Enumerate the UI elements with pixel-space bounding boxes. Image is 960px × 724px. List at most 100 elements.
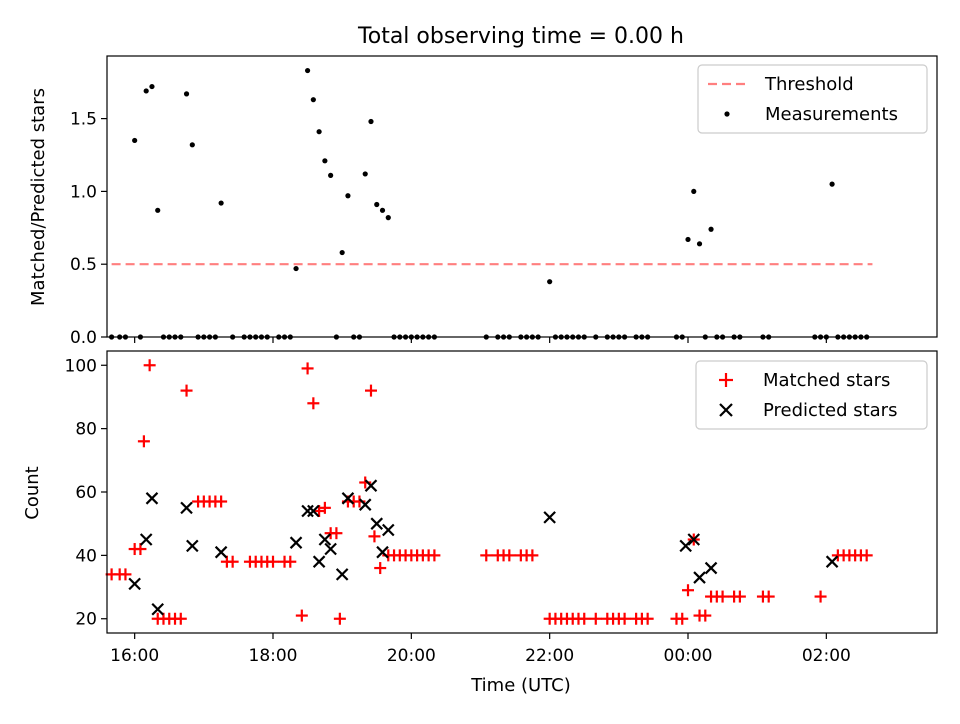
top-panel-frame: [106, 55, 938, 338]
measurement-point: [708, 226, 714, 232]
top-y-tick-label: 1.0: [70, 182, 97, 202]
matched-star-marker: [860, 549, 873, 562]
legend-predicted-label: Predicted stars: [763, 400, 897, 421]
predicted-star-marker: [145, 492, 159, 505]
measurement-point: [696, 241, 703, 247]
matched-star-marker: [589, 612, 602, 625]
matched-star-marker: [526, 549, 539, 562]
bottom-y-tick-label: 80: [75, 420, 97, 440]
predicted-star-marker: [370, 517, 384, 530]
matched-star-marker: [307, 397, 320, 410]
measurement-point: [547, 279, 553, 285]
measurement-point: [368, 118, 374, 125]
measurement-point: [183, 91, 190, 97]
measurement-point: [310, 97, 316, 103]
measurement-point: [155, 207, 161, 213]
matched-star-marker: [174, 612, 187, 625]
legend-measurements-swatch: [724, 111, 730, 117]
matched-star-marker: [641, 612, 654, 625]
measurement-point: [829, 181, 835, 187]
predicted-star-marker: [139, 533, 153, 546]
x-tick-label: 00:00: [664, 646, 713, 666]
measurement-point: [304, 67, 311, 74]
predicted-star-marker: [543, 511, 556, 524]
predicted-star-marker: [358, 498, 372, 511]
x-tick-label: 16:00: [110, 646, 159, 666]
legend-measurements-label: Measurements: [765, 104, 898, 125]
matched-star-marker: [318, 501, 331, 514]
predicted-star-marker: [214, 545, 228, 559]
predicted-star-marker: [335, 568, 349, 581]
matched-star-marker: [134, 543, 147, 556]
predicted-star-marker: [376, 545, 389, 559]
matched-star-marker: [762, 590, 775, 603]
predicted-star-marker: [381, 523, 395, 537]
measurement-point: [339, 249, 345, 256]
predicted-star-marker: [687, 533, 701, 546]
matched-star-marker: [733, 590, 746, 603]
matched-star-marker: [578, 612, 591, 625]
bottom-y-tick-label: 60: [75, 483, 97, 503]
matched-star-marker: [682, 584, 694, 597]
predicted-star-marker: [301, 504, 314, 518]
predicted-star-marker: [289, 536, 303, 549]
measurement-point: [322, 158, 328, 164]
matched-star-marker: [428, 549, 441, 562]
measurement-point: [149, 83, 155, 90]
matched-star-marker: [333, 612, 346, 625]
bottom-y-axis-label: Count: [22, 466, 43, 519]
matched-star-marker: [364, 384, 377, 397]
measurement-point: [218, 200, 224, 206]
matched-star-marker: [699, 609, 712, 622]
predicted-star-marker: [312, 555, 326, 568]
predicted-star-marker: [704, 561, 718, 575]
matched-star-marker: [368, 530, 381, 543]
predicted-star-marker: [151, 602, 165, 616]
predicted-star-marker: [364, 479, 378, 492]
predicted-star-marker: [324, 542, 337, 556]
matched-star-marker: [301, 362, 314, 375]
measurement-point: [316, 129, 322, 135]
x-tick-label: 02:00: [802, 646, 851, 666]
bottom-panel: 20 40 60 80 100 16:00 18:00 20:00 22:00 00:00 02:…: [22, 350, 938, 696]
matched-star-marker: [295, 609, 308, 622]
matched-star-marker: [676, 612, 689, 625]
matched-star-marker: [215, 495, 228, 508]
x-axis-label: Time (UTC): [470, 675, 571, 696]
matched-star-marker: [480, 549, 493, 562]
predicted-star-marker: [180, 501, 193, 515]
predicted-star-marker: [128, 577, 141, 591]
matched-star-marker: [814, 590, 827, 603]
measurement-point: [379, 207, 386, 213]
predicted-star-marker: [341, 492, 355, 505]
measurement-point: [691, 188, 697, 195]
matched-star-marker: [503, 549, 516, 562]
predicted-star-marker: [318, 533, 332, 546]
matched-star-marker: [330, 527, 343, 540]
legend-threshold-label: Threshold: [764, 74, 854, 95]
measurement-point: [293, 265, 299, 272]
legend-matched-swatch: [719, 373, 733, 387]
matched-star-marker: [267, 555, 279, 568]
legend-matched-label: Matched stars: [763, 370, 890, 391]
matched-star-marker: [716, 590, 729, 603]
matched-star-marker: [180, 384, 193, 397]
measurement-point: [362, 171, 368, 177]
matched-star-marker: [143, 359, 156, 372]
top-legend: Threshold Measurements: [697, 64, 928, 134]
measurement-point: [345, 193, 351, 199]
measurement-point: [132, 137, 138, 144]
predicted-star-marker: [693, 571, 706, 584]
x-tick-label: 20:00: [387, 646, 436, 666]
matched-star-marker: [284, 555, 297, 568]
legend-predicted-swatch: [719, 403, 733, 417]
matched-star-marker: [618, 612, 631, 625]
predicted-star-marker: [825, 555, 839, 568]
matched-star-marker: [226, 555, 239, 568]
top-y-tick-label: 0.5: [70, 255, 97, 275]
predicted-star-marker: [307, 504, 320, 518]
bottom-y-tick-label: 20: [75, 610, 97, 630]
top-y-tick-label: 0.0: [70, 328, 97, 348]
matched-star-marker: [374, 562, 387, 575]
